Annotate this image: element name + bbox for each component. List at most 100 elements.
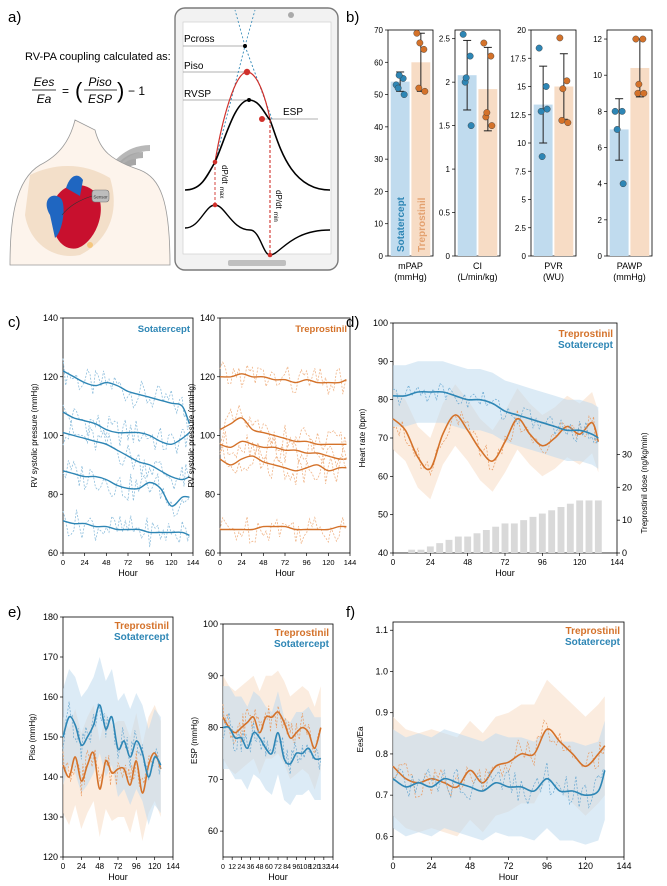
line-sotatercept bbox=[392, 770, 606, 797]
y-tick-label: 2 bbox=[598, 216, 603, 225]
y-tick-label: 0.6 bbox=[375, 831, 388, 841]
data-point bbox=[640, 89, 648, 97]
data-point bbox=[634, 89, 642, 97]
smoothed-line-t2 bbox=[219, 417, 347, 446]
dose-bar bbox=[408, 549, 416, 553]
y-tick-label: 0 bbox=[446, 252, 451, 261]
dose-bar bbox=[594, 500, 602, 553]
data-point bbox=[635, 80, 643, 88]
x-tick-label: 72 bbox=[124, 558, 132, 567]
x-tick-label: 48 bbox=[95, 862, 104, 871]
y-tick-label: 17.5 bbox=[510, 54, 526, 63]
y-axis-label: RV systolic pressure (mmHg) bbox=[187, 383, 196, 487]
chart-ci: 0 0.5 1 1.5 2 2.5 CI(L/min/kg) bbox=[439, 29, 501, 282]
legend-sotatercept: Sotatercept bbox=[558, 340, 614, 351]
sensor-label: Sensor bbox=[93, 195, 108, 200]
legend-treprostinil: Treprostinil bbox=[275, 628, 330, 639]
y-tick-label: 100 bbox=[373, 318, 388, 328]
y-tick-label: 70 bbox=[208, 774, 218, 784]
band-sotatercept bbox=[63, 657, 161, 825]
y-tick-label: 160 bbox=[43, 692, 58, 702]
pcross-label: Pcross bbox=[184, 34, 215, 45]
x-tick-label: 72 bbox=[114, 862, 123, 871]
x-tick-label: 24 bbox=[77, 862, 86, 871]
x-tick-label: 120 bbox=[573, 558, 587, 567]
y-tick-label: 140 bbox=[43, 772, 58, 782]
y-tick-label: 20 bbox=[517, 26, 526, 35]
dose-bar bbox=[473, 533, 481, 553]
svg-text:): ) bbox=[117, 78, 124, 103]
panel-a: a) RV-PA coupling calculated as: Ees Ea … bbox=[8, 7, 339, 271]
y-tick-label: 4 bbox=[598, 180, 603, 189]
x-tick-label: 0 bbox=[391, 558, 396, 567]
y-tick-label: 0 bbox=[598, 252, 603, 261]
bar-treprostinil bbox=[554, 86, 574, 256]
x-tick-label: 24 bbox=[237, 864, 245, 871]
raw-trace-sotatercept bbox=[392, 382, 599, 444]
band-sotatercept bbox=[223, 686, 321, 806]
x-tick-label: 120 bbox=[165, 558, 178, 567]
y2-tick-label: 10 bbox=[622, 515, 632, 525]
y-tick-label: 1.5 bbox=[439, 122, 451, 131]
data-point bbox=[421, 87, 429, 95]
y-tick-label: 2 bbox=[446, 78, 451, 87]
x-tick-label: 120 bbox=[148, 862, 162, 871]
patient-illustration: Sensor bbox=[9, 119, 171, 266]
smoothed-line-s3 bbox=[62, 431, 190, 481]
x-tick-label: 120 bbox=[309, 864, 321, 871]
data-point bbox=[563, 77, 571, 85]
smoothed-line-s4 bbox=[62, 470, 190, 507]
x-tick-label: 24 bbox=[426, 558, 435, 567]
panel-e-label: e) bbox=[8, 604, 21, 621]
x-tick-label: 0 bbox=[61, 862, 66, 871]
y-tick-label: 0.7 bbox=[375, 790, 388, 800]
dpdt-min-label: dP/dt bbox=[274, 190, 283, 209]
data-point bbox=[556, 34, 564, 42]
x-tick-label: 144 bbox=[344, 558, 357, 567]
x-tick-label: 144 bbox=[166, 862, 180, 871]
y-tick-label: 60 bbox=[374, 58, 383, 67]
y-tick-label: 20 bbox=[374, 187, 383, 196]
raw-trace-t3 bbox=[219, 431, 347, 468]
y-tick-label: 1.1 bbox=[375, 625, 388, 635]
smoothed-line-t3 bbox=[219, 440, 347, 460]
x-tick-label: 12 bbox=[228, 864, 236, 871]
raw-trace-treprostinil bbox=[222, 704, 322, 755]
y-tick-label: 90 bbox=[378, 356, 388, 366]
y-tick-label: 60 bbox=[378, 471, 388, 481]
formula-piso: Piso bbox=[88, 75, 112, 89]
raw-trace-treprostinil bbox=[392, 719, 606, 798]
y-tick-label: 0.9 bbox=[375, 708, 388, 718]
x-tick-label: 144 bbox=[610, 558, 624, 567]
x-tick-label: 96 bbox=[132, 862, 141, 871]
x-axis-label: Hour bbox=[108, 872, 128, 882]
x-axis-label: Hour bbox=[118, 568, 138, 578]
raw-trace-s2 bbox=[62, 404, 190, 454]
panel-d-label: d) bbox=[346, 314, 359, 331]
dpdt-max-sub: max bbox=[218, 187, 224, 198]
y-tick-label: 12 bbox=[593, 35, 602, 44]
line-treprostinil bbox=[392, 728, 606, 789]
coupling-caption: RV-PA coupling calculated as: bbox=[25, 51, 171, 63]
series-title: Treprostinil bbox=[295, 324, 347, 335]
dose-bar bbox=[492, 526, 500, 553]
y-tick-label: 100 bbox=[200, 431, 215, 441]
y-tick-label: 80 bbox=[48, 489, 58, 499]
line-treprostinil bbox=[392, 414, 600, 471]
formula-eq: = bbox=[62, 84, 69, 98]
x-axis-unit: (mmHg) bbox=[613, 272, 646, 282]
y-tick-label: 150 bbox=[43, 732, 58, 742]
legend-sotatercept: Sotatercept bbox=[274, 639, 330, 650]
series-title: Sotatercept bbox=[138, 324, 191, 335]
chart-piso: 120 130 140 150 160 170 180 0 24 48 72 96 120 144 Hour… bbox=[28, 612, 180, 882]
y-tick-label: 120 bbox=[200, 372, 215, 382]
y-tick-label: 120 bbox=[43, 852, 58, 862]
data-point bbox=[466, 52, 474, 60]
data-point bbox=[487, 52, 495, 60]
panel-b-label: b) bbox=[346, 9, 359, 26]
y-tick-label: 140 bbox=[43, 313, 58, 323]
y-tick-label: 50 bbox=[374, 91, 383, 100]
y2-tick-label: 0 bbox=[622, 548, 627, 558]
